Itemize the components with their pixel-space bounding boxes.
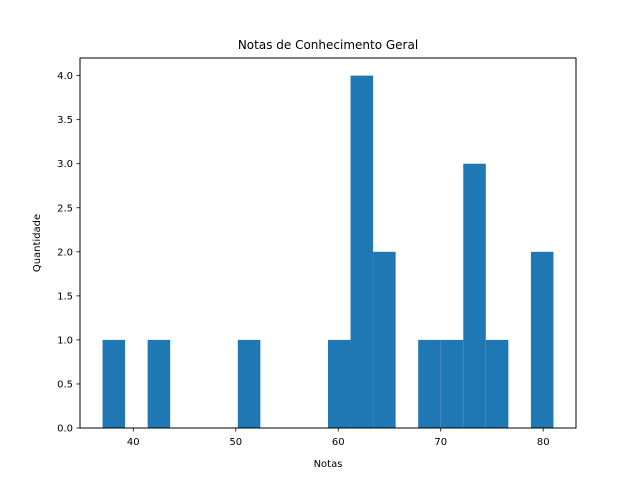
x-tick-label: 80 — [537, 437, 550, 448]
y-tick-label: 1.5 — [57, 291, 73, 302]
plot-frame — [79, 57, 577, 429]
y-tick-label: 2.0 — [57, 247, 73, 258]
histogram-bar — [418, 339, 441, 428]
y-tick-label: 4.0 — [57, 71, 73, 82]
x-tick-label: 60 — [332, 437, 345, 448]
histogram-bar — [485, 339, 509, 428]
y-tick-label: 1.0 — [57, 335, 73, 346]
histogram-bar — [440, 339, 464, 428]
histogram-bar — [147, 339, 171, 428]
histogram-bar — [237, 339, 261, 428]
x-axis: 40 50 60 70 80 — [127, 428, 550, 448]
histogram-bar — [102, 339, 126, 428]
histogram-bar — [373, 251, 396, 428]
y-axis-label: Quantidade — [32, 214, 43, 272]
histogram-bar — [530, 251, 554, 428]
y-tick-label: 3.5 — [57, 115, 73, 126]
bars-group — [102, 75, 554, 428]
y-tick-label: 3.0 — [57, 159, 73, 170]
x-tick-label: 70 — [434, 437, 447, 448]
y-tick-label: 0.0 — [57, 424, 73, 435]
histogram-bar — [350, 75, 374, 428]
histogram-bar — [463, 163, 486, 428]
x-axis-label: Notas — [314, 459, 343, 470]
x-tick-label: 40 — [127, 437, 140, 448]
y-tick-label: 2.5 — [57, 203, 73, 214]
histogram-bar — [328, 339, 351, 428]
chart-title: Notas de Conhecimento Geral — [238, 38, 418, 52]
y-tick-label: 0.5 — [57, 379, 73, 390]
y-axis: 0.0 0.5 1.0 1.5 2.0 2.5 3.0 3.5 4.0 — [57, 71, 80, 435]
x-tick-label: 50 — [229, 437, 242, 448]
